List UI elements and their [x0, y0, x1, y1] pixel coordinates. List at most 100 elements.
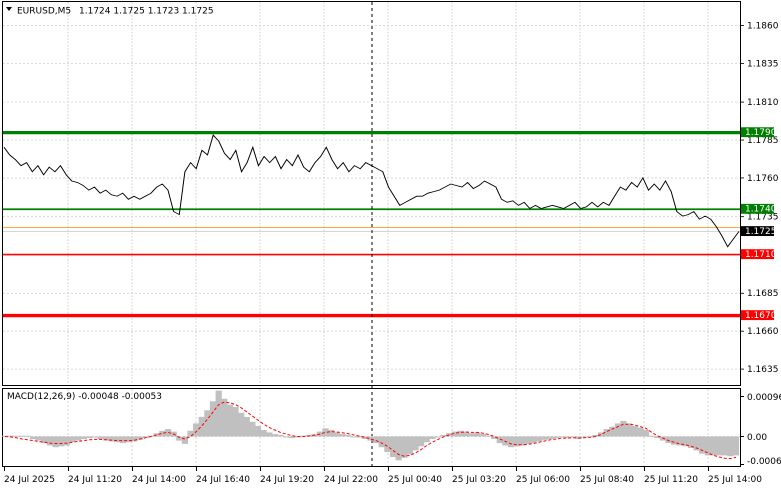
macd-bar [513, 436, 520, 447]
macd-bar [277, 434, 284, 437]
ohlc-values: 1.1724 1.1725 1.1723 1.1725 [79, 7, 214, 17]
macd-bar [508, 436, 515, 448]
macd-bar [131, 436, 138, 442]
macd-bar [1, 435, 9, 437]
macd-bar [463, 431, 470, 437]
price-levels: 1.1790 1.1740 1.1710 1.1670 1.1725 [3, 127, 777, 321]
macd-bar [434, 436, 442, 438]
level-tag-label: 1.1710 [745, 250, 777, 260]
x-tick-label: 25 Jul 03:20 [452, 475, 506, 485]
macd-bar [412, 436, 419, 451]
macd-bar [468, 433, 475, 437]
macd-bar [479, 434, 486, 437]
macd-bar [344, 434, 352, 437]
macd-bar [395, 436, 402, 461]
macd-bar [429, 436, 436, 439]
macd-bar [198, 416, 205, 437]
macd-histogram [1, 390, 740, 461]
macd-bar [592, 434, 599, 437]
macd-bar [406, 436, 413, 455]
macd-bar [378, 436, 385, 448]
level-tag-1.1710: 1.1710 [741, 249, 777, 260]
macd-bar [91, 436, 99, 438]
macd-label: MACD(12,26,9) -0.00048 -0.00053 [7, 392, 162, 402]
macd-bar [41, 436, 48, 444]
macd-bar [97, 436, 104, 439]
macd-bar [727, 436, 734, 457]
macd-bar [350, 436, 357, 438]
macd-bar [86, 436, 93, 439]
macd-bar [339, 434, 346, 437]
macd-bar [626, 423, 633, 437]
macd-bar [687, 436, 695, 448]
macd-bar [564, 436, 571, 439]
macd-bar [609, 426, 616, 437]
macd-bar [451, 431, 458, 437]
macd-bar [63, 436, 70, 446]
y-tick-label: 1.1735 [747, 213, 778, 223]
macd-bar [389, 436, 397, 457]
macd-bar [496, 436, 503, 444]
macd-y-tick-label: -0.00068 [747, 457, 781, 467]
level-tag-label: 1.1670 [745, 311, 777, 321]
macd-bar [30, 436, 37, 439]
macd-pane [2, 388, 741, 467]
macd-bar [732, 436, 740, 456]
macd-bar [536, 436, 543, 442]
macd-bar [671, 436, 678, 445]
macd-bar [159, 430, 166, 437]
macd-bar [80, 436, 87, 439]
macd-bar [356, 436, 363, 438]
macd-bar [530, 436, 537, 444]
macd-bar [52, 436, 59, 448]
level-tag-1.1740: 1.1740 [741, 203, 777, 215]
macd-bar [401, 436, 408, 458]
macd-bar [524, 436, 531, 444]
current-price-tag: 1.1725 [741, 226, 776, 237]
macd-bar [682, 436, 689, 447]
macd-bar [519, 436, 526, 446]
x-tick-label: 24 Jul 22:00 [324, 475, 378, 485]
macd-bar [553, 436, 560, 439]
macd-bar [603, 429, 610, 437]
x-tick-label: 24 Jul 16:40 [196, 475, 250, 485]
macd-bar [108, 436, 115, 442]
macd-bar [457, 430, 464, 437]
macd-bar [176, 436, 183, 441]
level-tag-label: 1.1790 [745, 128, 777, 138]
macd-bar [699, 436, 706, 454]
y-tick-label: 1.1660 [747, 327, 779, 337]
macd-bar [260, 430, 267, 437]
macd-bar [13, 435, 20, 437]
macd-bar [120, 436, 127, 444]
macd-bar [46, 436, 54, 446]
macd-bar [125, 436, 132, 443]
macd-bar [69, 436, 76, 443]
x-tick-label: 25 Jul 14:00 [708, 475, 762, 485]
level-tag-1.1670: 1.1670 [741, 310, 777, 321]
x-tick-label: 25 Jul 11:20 [644, 475, 698, 485]
macd-bar [581, 436, 588, 438]
macd-bar [288, 436, 295, 439]
macd-bar [704, 436, 711, 456]
y-tick-label: 1.1785 [747, 136, 778, 146]
macd-bar [249, 421, 256, 437]
macd-bar [271, 434, 278, 437]
macd-bar [597, 432, 605, 437]
macd-bar [209, 401, 217, 437]
symbol-label: EURUSD,M5 [17, 7, 71, 17]
macd-bar [24, 435, 31, 437]
macd-bar [676, 436, 683, 446]
macd-bar [283, 436, 290, 438]
macd-bar [361, 436, 368, 439]
macd-bar [243, 416, 250, 437]
macd-bar [637, 427, 644, 437]
macd-bar [7, 435, 14, 437]
y-tick-label: 1.1860 [747, 21, 779, 31]
level-tag-label: 1.1740 [745, 205, 777, 215]
macd-bar [631, 425, 638, 437]
macd-bar [620, 420, 627, 437]
dropdown-triangle-icon[interactable] [6, 7, 12, 11]
macd-bar [18, 435, 25, 437]
